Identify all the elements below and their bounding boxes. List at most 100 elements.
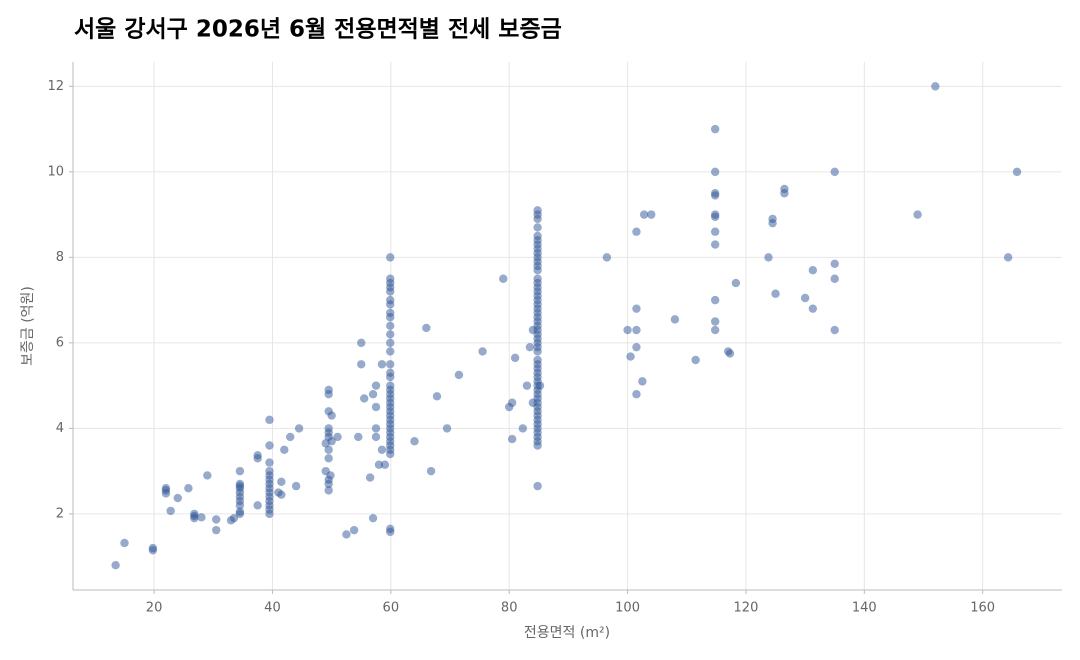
point [371,424,381,433]
point [265,415,274,425]
point [632,304,641,313]
point [111,561,120,570]
point [639,210,649,219]
point [365,473,375,482]
grid: 2 4 6 8 10 12 20 40 60 80 100 120 140 160 [47,62,1062,616]
point [386,360,395,369]
y-tick-label: 8 [56,250,64,265]
point [386,330,395,339]
point [277,477,286,487]
point [342,530,351,539]
point [386,253,395,262]
point [324,479,333,489]
x-tick-label: 60 [383,601,400,616]
point [507,434,517,444]
point [626,352,635,361]
point [710,124,720,134]
point [235,501,245,510]
point [710,240,720,249]
point [632,325,641,335]
point [286,432,295,442]
point [386,313,395,322]
point [710,325,720,335]
point [173,493,182,503]
y-tick-label: 2 [56,506,64,521]
point [771,289,780,298]
point [161,489,171,498]
point [533,214,542,224]
point [327,411,336,420]
point [371,381,381,390]
x-tick-label: 120 [734,601,759,616]
point [148,543,158,553]
point [632,227,641,236]
point [432,392,442,401]
point [368,513,378,523]
point [265,509,274,519]
point [768,218,777,228]
point [808,266,818,275]
y-tick-label: 6 [56,335,64,350]
point [454,370,464,380]
x-axis-title: 전용면적 (m²) [524,625,610,641]
point [280,445,289,454]
point [377,360,387,369]
point [349,525,359,535]
point [632,389,641,399]
x-tick-label: 40 [264,601,281,616]
point [830,259,839,268]
point [377,445,387,454]
point [602,253,612,262]
point [386,372,395,382]
point [525,342,535,352]
x-tick-label: 20 [146,601,163,616]
point [386,527,395,537]
point [691,355,700,365]
point [386,449,395,459]
point [808,304,818,313]
point [380,460,390,469]
point [533,266,542,275]
chart-title: 서울 강서구 2026년 6월 전용면적별 전세 보증금 [74,17,562,43]
point [166,506,175,516]
point [184,484,193,493]
point [265,458,274,467]
point [830,274,839,283]
point [499,274,508,283]
point [913,210,922,219]
x-tick-label: 100 [615,601,640,616]
point [830,167,839,177]
point [291,481,301,491]
point [800,293,810,303]
points [111,82,1022,570]
point [294,424,304,433]
x-tick-label: 80 [501,601,518,616]
point [371,432,381,442]
point [725,349,735,358]
point [623,325,632,335]
point [638,377,647,386]
point [277,490,286,499]
point [1003,253,1013,262]
point [731,278,741,288]
point [670,315,680,324]
point [190,513,199,523]
point [235,481,245,491]
point [229,513,239,523]
x-tick-label: 140 [852,601,877,616]
point [533,347,542,356]
point [1012,167,1022,177]
y-axis-title: 보증금 (억원) [20,286,36,366]
y-tick-label: 4 [56,421,64,436]
point [235,509,245,519]
point [253,454,262,463]
point [386,300,395,309]
point [710,212,720,221]
point [368,389,378,399]
point [422,323,431,333]
point [324,454,333,463]
point [357,338,366,348]
y-tick-label: 12 [47,79,64,94]
point [386,347,395,356]
